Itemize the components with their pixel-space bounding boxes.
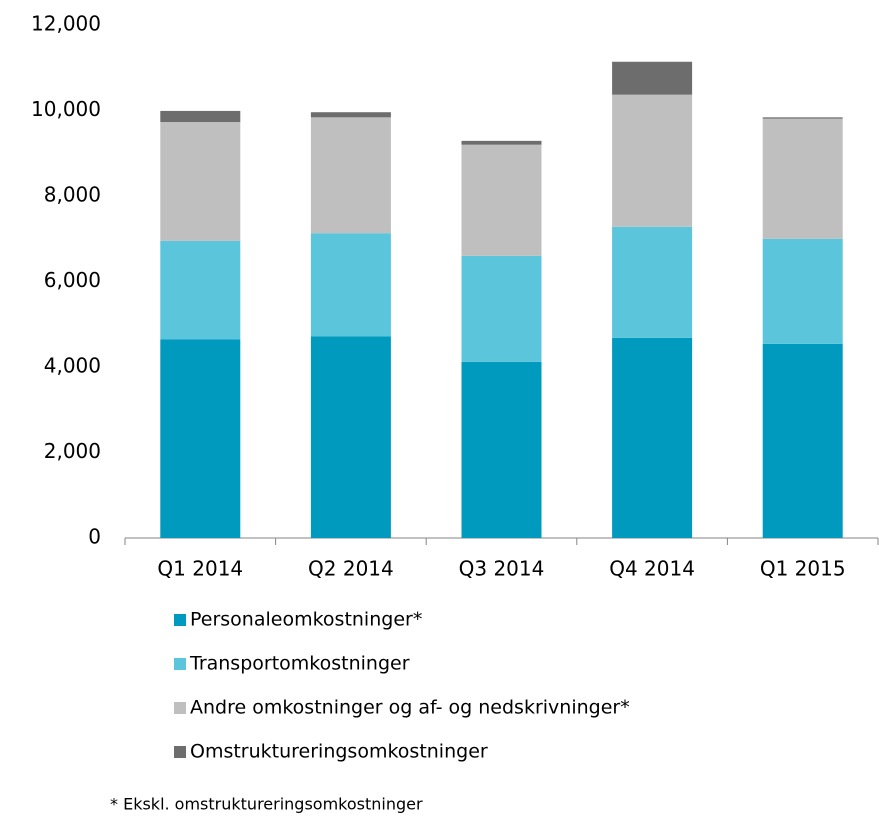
bar-segment [612, 337, 693, 538]
bar-segment [762, 117, 843, 119]
bar-segment [762, 238, 843, 344]
bar-segment [762, 343, 843, 538]
footnote: * Ekskl. omstruktureringsomkostninger [110, 795, 423, 814]
y-tick-label: 8,000 [44, 183, 101, 207]
y-tick-label: 12,000 [31, 12, 101, 36]
bar-segment [612, 94, 693, 227]
legend-text: Personaleomkostninger* [190, 609, 422, 631]
legend-text: Andre omkostninger og af- og nedskrivnin… [190, 697, 630, 719]
legend-swatch [174, 746, 186, 758]
bar-segment [160, 240, 241, 340]
bar-segment [461, 361, 542, 538]
bar-segment [160, 122, 241, 241]
bar-segment [310, 112, 391, 118]
bar-segment [310, 117, 391, 234]
y-tick-label: 4,000 [44, 354, 101, 378]
bar-segment [160, 110, 241, 123]
x-tick-label: Q4 2014 [609, 557, 695, 581]
legend-text: Omstruktureringsomkostninger [190, 741, 488, 763]
bar-segment [612, 61, 693, 95]
x-tick-label: Q2 2014 [308, 557, 394, 581]
legend-swatch [174, 614, 186, 626]
x-tick-label: Q3 2014 [459, 557, 545, 581]
legend-swatch [174, 658, 186, 670]
bar-segment [762, 118, 843, 239]
bar-segment [461, 255, 542, 362]
y-tick-label: 6,000 [44, 268, 101, 292]
y-tick-label: 2,000 [44, 439, 101, 463]
bar-segment [310, 233, 391, 337]
y-tick-label: 0 [88, 525, 101, 549]
bar-segment [461, 144, 542, 256]
legend-swatch [174, 702, 186, 714]
legend-text: Transportomkostninger [189, 653, 410, 675]
bar-segment [160, 339, 241, 538]
bar-segment [461, 140, 542, 145]
x-tick-label: Q1 2015 [760, 557, 846, 581]
x-tick-label: Q1 2014 [157, 557, 243, 581]
bar-segment [612, 226, 693, 338]
bar-segment [310, 336, 391, 538]
y-tick-label: 10,000 [31, 97, 101, 121]
